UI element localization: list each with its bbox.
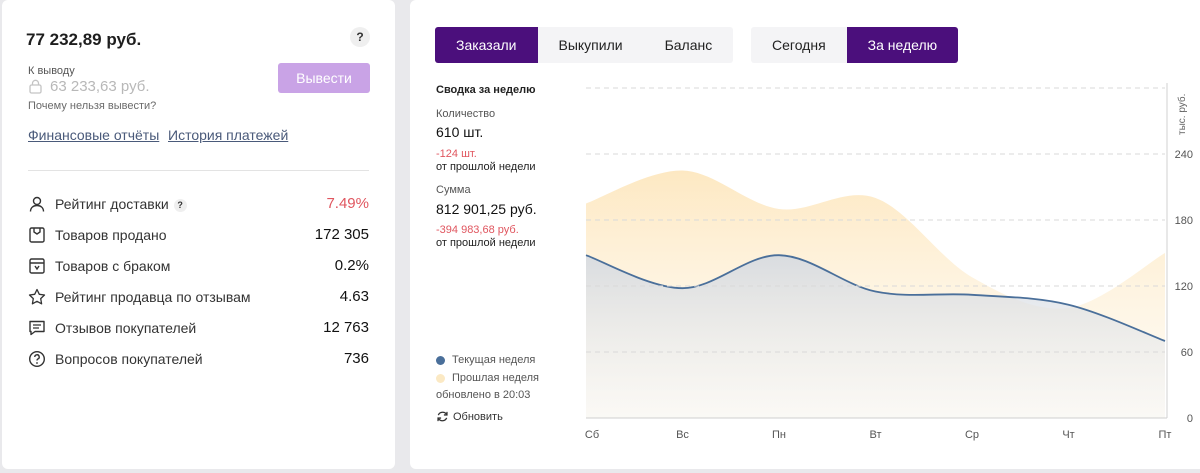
sum-value: 812 901,25 руб. (436, 201, 537, 217)
x-tick-label: Вт (869, 429, 881, 441)
x-tick-label: Ср (965, 429, 979, 441)
stat-label: Товаров с браком (55, 258, 171, 274)
tab-week[interactable]: За неделю (846, 27, 959, 63)
stat-value: 12 763 (323, 319, 369, 336)
stat-label: Отзывов покупателей (55, 320, 197, 336)
person-icon (29, 196, 45, 212)
sum-label: Сумма (436, 184, 471, 196)
tab-balance[interactable]: Баланс (643, 27, 734, 63)
balance-amount: 77 232,89 руб. (26, 30, 142, 49)
stat-label: Вопросов покупателей (55, 351, 203, 367)
withdraw-label: К выводу (28, 65, 75, 77)
stat-items-sold: Товаров продано 172 305 (28, 225, 369, 247)
quantity-value: 610 шт. (436, 124, 484, 140)
legend-current-dot (436, 356, 445, 365)
y-axis-unit: тыс. руб. (1176, 94, 1188, 135)
why-cannot-withdraw[interactable]: Почему нельзя вывести? (28, 100, 157, 112)
tab-today[interactable]: Сегодня (751, 27, 847, 63)
y-tick-label: 180 (1175, 215, 1193, 227)
x-tick-label: Вс (676, 429, 689, 441)
x-tick-label: Чт (1062, 429, 1074, 441)
current-week-area (586, 255, 1165, 418)
y-tick-label: 120 (1175, 281, 1193, 293)
balance-panel: 77 232,89 руб. ? К выводу 63 233,63 руб.… (2, 0, 395, 469)
quantity-label: Количество (436, 108, 496, 120)
tab-redeemed[interactable]: Выкупили (537, 27, 644, 63)
period-tabs: Сегодня За неделю (751, 27, 959, 63)
stat-value: 4.63 (339, 288, 369, 305)
stat-defective-items: Товаров с браком 0.2% (28, 256, 369, 278)
divider (28, 170, 369, 171)
balance-help-icon[interactable]: ? (350, 27, 370, 47)
refresh-icon (437, 411, 448, 422)
sum-diff: -394 983,68 руб. (436, 224, 519, 236)
delivery-rating-help-icon[interactable]: ? (173, 199, 187, 212)
tab-ordered[interactable]: Заказали (435, 27, 538, 63)
summary-title: Сводка за неделю (436, 84, 536, 96)
y-tick-label: 240 (1175, 149, 1193, 161)
sum-note: от прошлой недели (436, 237, 536, 249)
stat-value: 0.2% (334, 257, 369, 274)
stat-label: Рейтинг продавца по отзывам (55, 289, 251, 305)
legend-previous-dot (436, 374, 445, 383)
refresh-label: Обновить (453, 411, 503, 423)
payment-history-link[interactable]: История платежей (168, 127, 289, 143)
updated-time: обновлено в 20:03 (436, 389, 531, 401)
damaged-box-icon (29, 258, 45, 274)
withdraw-button[interactable]: Вывести (278, 63, 370, 93)
stat-seller-rating: Рейтинг продавца по отзывам 4.63 (28, 287, 369, 309)
stat-value: 172 305 (314, 226, 369, 243)
legend-previous-label: Прошлая неделя (452, 372, 540, 384)
stat-customer-questions: Вопросов покупателей 736 (28, 349, 369, 371)
orders-chart: 0 60 120 180 240 тыс. руб. Сб Вс Пн Вт Ср Чт Пт (585, 83, 1193, 441)
orders-chart-panel: Заказали Выкупили Баланс Сегодня За неде… (410, 0, 1200, 469)
stat-label: Рейтинг доставки (55, 196, 169, 212)
y-tick-label: 0 (1187, 413, 1193, 425)
x-tick-label: Сб (585, 429, 599, 441)
stat-delivery-rating: Рейтинг доставки? 7.49% (28, 194, 369, 216)
stat-customer-reviews: Отзывов покупателей 12 763 (28, 318, 369, 340)
x-tick-label: Пн (772, 429, 786, 441)
stat-value: 736 (343, 350, 369, 367)
quantity-note: от прошлой недели (436, 161, 536, 173)
comment-icon (29, 320, 45, 336)
quantity-diff: -124 шт. (436, 148, 477, 160)
question-circle-icon (28, 350, 46, 368)
withdraw-amount: 63 233,63 руб. (50, 78, 150, 95)
financial-reports-link[interactable]: Финансовые отчёты (28, 127, 160, 143)
lock-icon (29, 79, 42, 94)
metric-tabs: Заказали Выкупили Баланс (435, 27, 734, 63)
current-week-line (585, 254, 1166, 342)
stat-value: 7.49% (326, 195, 369, 212)
star-icon (28, 288, 46, 305)
box-icon (29, 227, 45, 243)
x-tick-label: Пт (1159, 429, 1172, 441)
legend-current-label: Текущая неделя (452, 354, 536, 366)
y-tick-label: 60 (1181, 347, 1193, 359)
stat-label: Товаров продано (55, 227, 167, 243)
